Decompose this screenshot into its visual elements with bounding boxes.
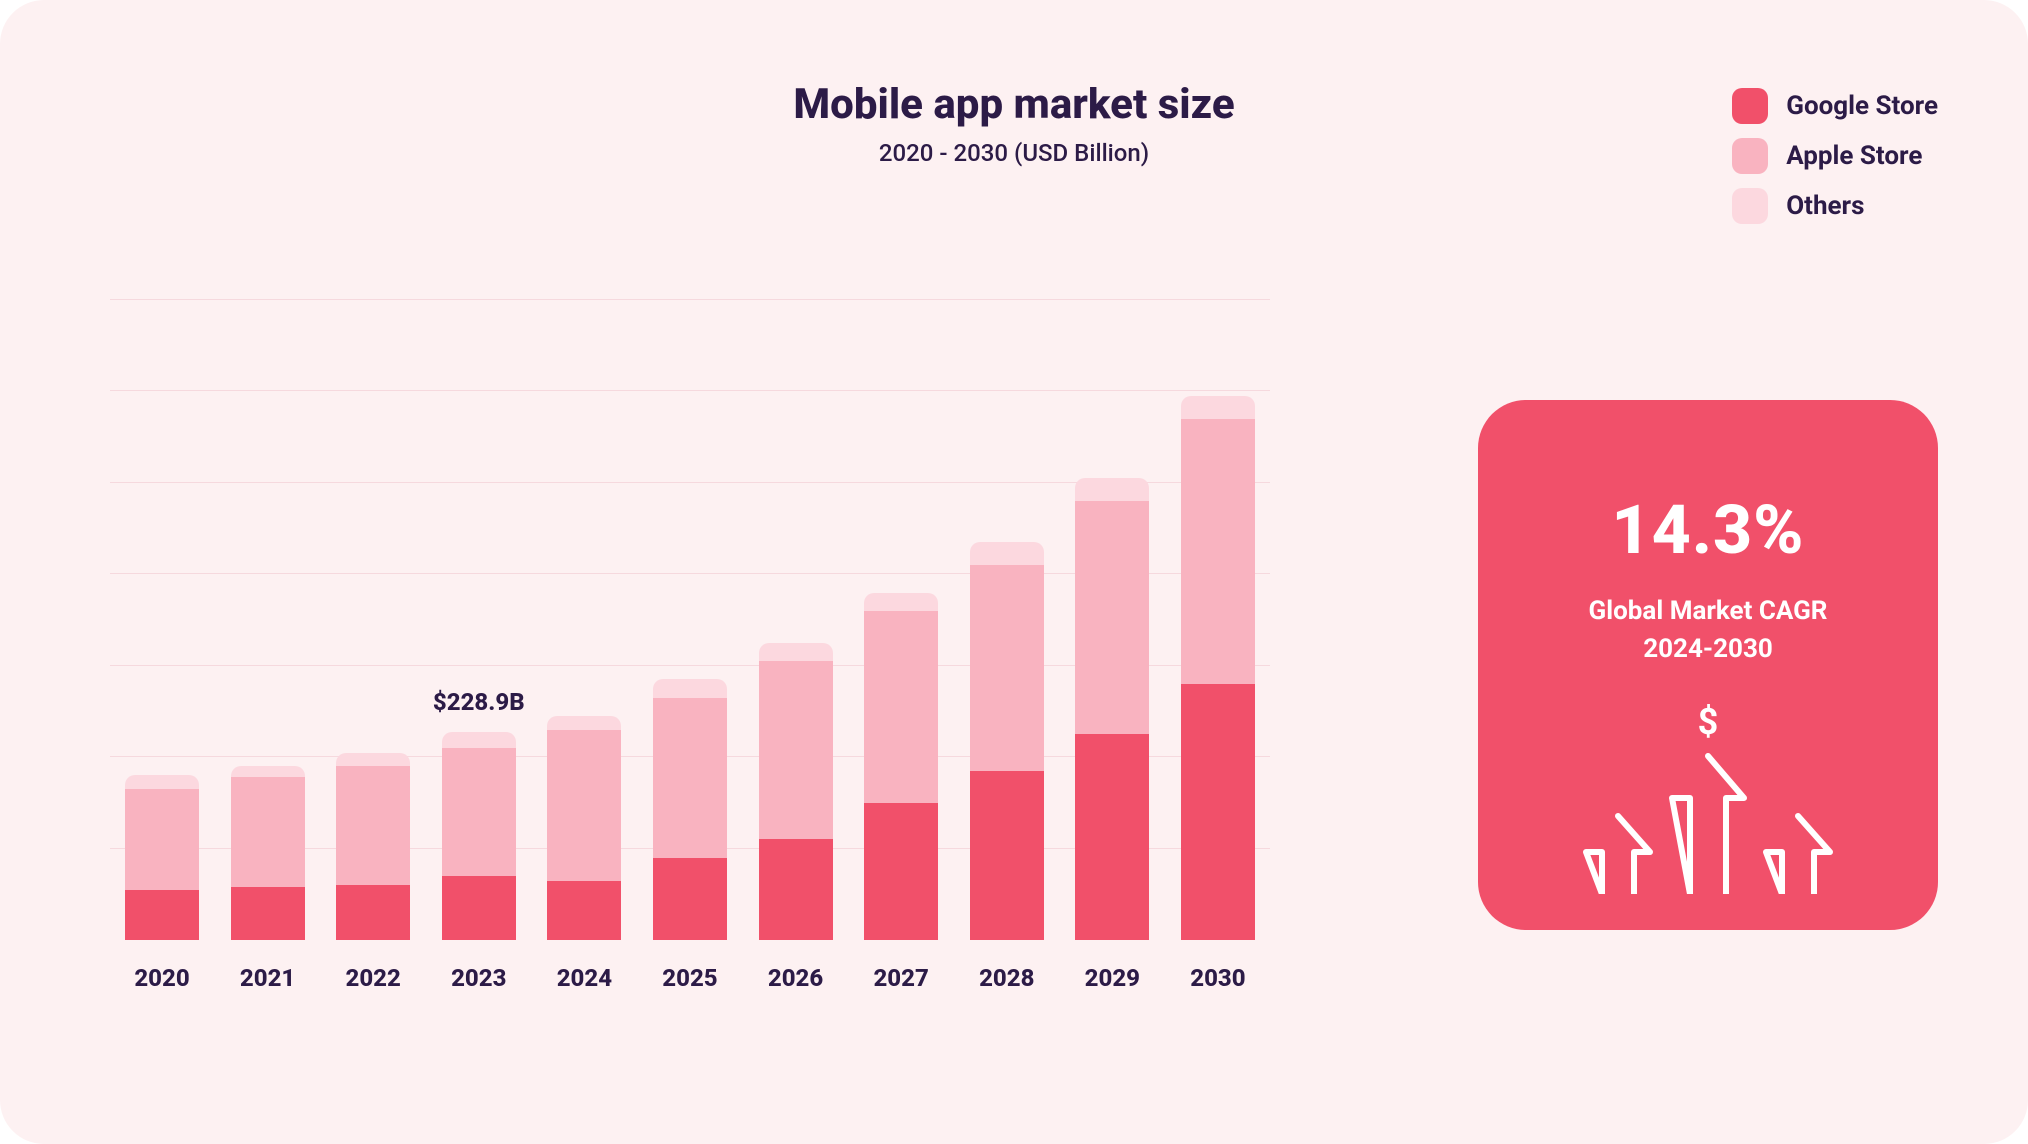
legend-swatch [1732, 188, 1768, 224]
chart-legend: Google Store Apple Store Others [1732, 88, 1938, 224]
bar-column [532, 300, 636, 940]
chart-bars: $228.9B [110, 300, 1270, 940]
cagr-value: 14.3% [1611, 490, 1804, 570]
bar-segment-apple [653, 698, 727, 858]
x-axis-label: 2021 [216, 964, 320, 992]
bar-segment-apple [864, 611, 938, 803]
bar-segment-google [1075, 734, 1149, 940]
bar-stack [547, 716, 621, 940]
bar-segment-google [125, 890, 199, 940]
bar-segment-others [759, 643, 833, 661]
bar-segment-others [653, 679, 727, 697]
bar-segment-google [1181, 684, 1255, 940]
x-axis-label: 2024 [532, 964, 636, 992]
bar-segment-others [231, 766, 305, 777]
x-axis-label: 2023 [427, 964, 531, 992]
bar-stack [1075, 478, 1149, 940]
x-axis-label: 2030 [1166, 964, 1270, 992]
bar-segment-apple [336, 766, 410, 885]
legend-item: Others [1732, 188, 1938, 224]
chart-header: Mobile app market size 2020 - 2030 (USD … [80, 80, 1948, 167]
bar-segment-apple [970, 565, 1044, 771]
bar-segment-google [653, 858, 727, 940]
svg-text:$: $ [1698, 704, 1719, 743]
bar-segment-google [864, 803, 938, 940]
bar-stack [970, 542, 1044, 940]
chart-subtitle: 2020 - 2030 (USD Billion) [80, 139, 1948, 167]
bar-column [744, 300, 848, 940]
bar-stack [864, 593, 938, 940]
bar-segment-apple [1181, 419, 1255, 684]
cagr-line-2: 2024-2030 [1643, 634, 1773, 664]
bar-callout: $228.9B [433, 688, 525, 716]
x-axis-label: 2025 [638, 964, 742, 992]
chart-area: $228.9B 20202021202220232024202520262027… [110, 300, 1270, 940]
bar-stack [1181, 396, 1255, 940]
bar-stack [125, 775, 199, 940]
bar-segment-apple [759, 661, 833, 839]
cagr-card: 14.3% Global Market CAGR 2024-2030 $ [1478, 400, 1938, 930]
bar-stack [759, 643, 833, 940]
legend-swatch [1732, 138, 1768, 174]
bar-column [955, 300, 1059, 940]
bar-segment-apple [125, 789, 199, 890]
bar-column [1166, 300, 1270, 940]
bar-segment-others [1181, 396, 1255, 419]
bar-stack [336, 753, 410, 940]
legend-item: Google Store [1732, 88, 1938, 124]
bar-segment-others [547, 716, 621, 730]
bar-segment-others [442, 732, 516, 748]
bar-column: $228.9B [427, 300, 531, 940]
bar-segment-google [336, 885, 410, 940]
cagr-line-1: Global Market CAGR [1589, 596, 1828, 626]
legend-label: Others [1786, 191, 1864, 221]
legend-swatch [1732, 88, 1768, 124]
bar-segment-others [1075, 478, 1149, 501]
bar-column [321, 300, 425, 940]
bar-column [849, 300, 953, 940]
x-axis-label: 2027 [849, 964, 953, 992]
bar-segment-apple [231, 777, 305, 887]
bar-column [638, 300, 742, 940]
legend-item: Apple Store [1732, 138, 1938, 174]
bar-segment-apple [547, 730, 621, 881]
bar-segment-google [970, 771, 1044, 940]
chart-title: Mobile app market size [80, 80, 1948, 129]
growth-arrows-icon: $ [1558, 704, 1858, 894]
x-axis-label: 2028 [955, 964, 1059, 992]
bar-segment-google [547, 881, 621, 940]
bar-segment-others [864, 593, 938, 611]
x-axis-label: 2022 [321, 964, 425, 992]
x-axis-label: 2029 [1060, 964, 1164, 992]
bar-segment-google [442, 876, 516, 940]
x-axis-label: 2026 [744, 964, 848, 992]
bar-segment-apple [1075, 501, 1149, 734]
chart-xaxis: 2020202120222023202420252026202720282029… [110, 964, 1270, 992]
legend-label: Google Store [1786, 91, 1938, 121]
bar-segment-others [336, 753, 410, 767]
legend-label: Apple Store [1786, 141, 1922, 171]
bar-column [1060, 300, 1164, 940]
x-axis-label: 2020 [110, 964, 214, 992]
bar-segment-others [125, 775, 199, 789]
bar-segment-google [231, 887, 305, 940]
bar-stack [653, 679, 727, 940]
bar-stack [231, 766, 305, 940]
bar-column [110, 300, 214, 940]
bar-segment-others [970, 542, 1044, 565]
bar-segment-google [759, 839, 833, 940]
bar-stack [442, 732, 516, 940]
bar-segment-apple [442, 748, 516, 876]
chart-card: Mobile app market size 2020 - 2030 (USD … [0, 0, 2028, 1144]
bar-column [216, 300, 320, 940]
